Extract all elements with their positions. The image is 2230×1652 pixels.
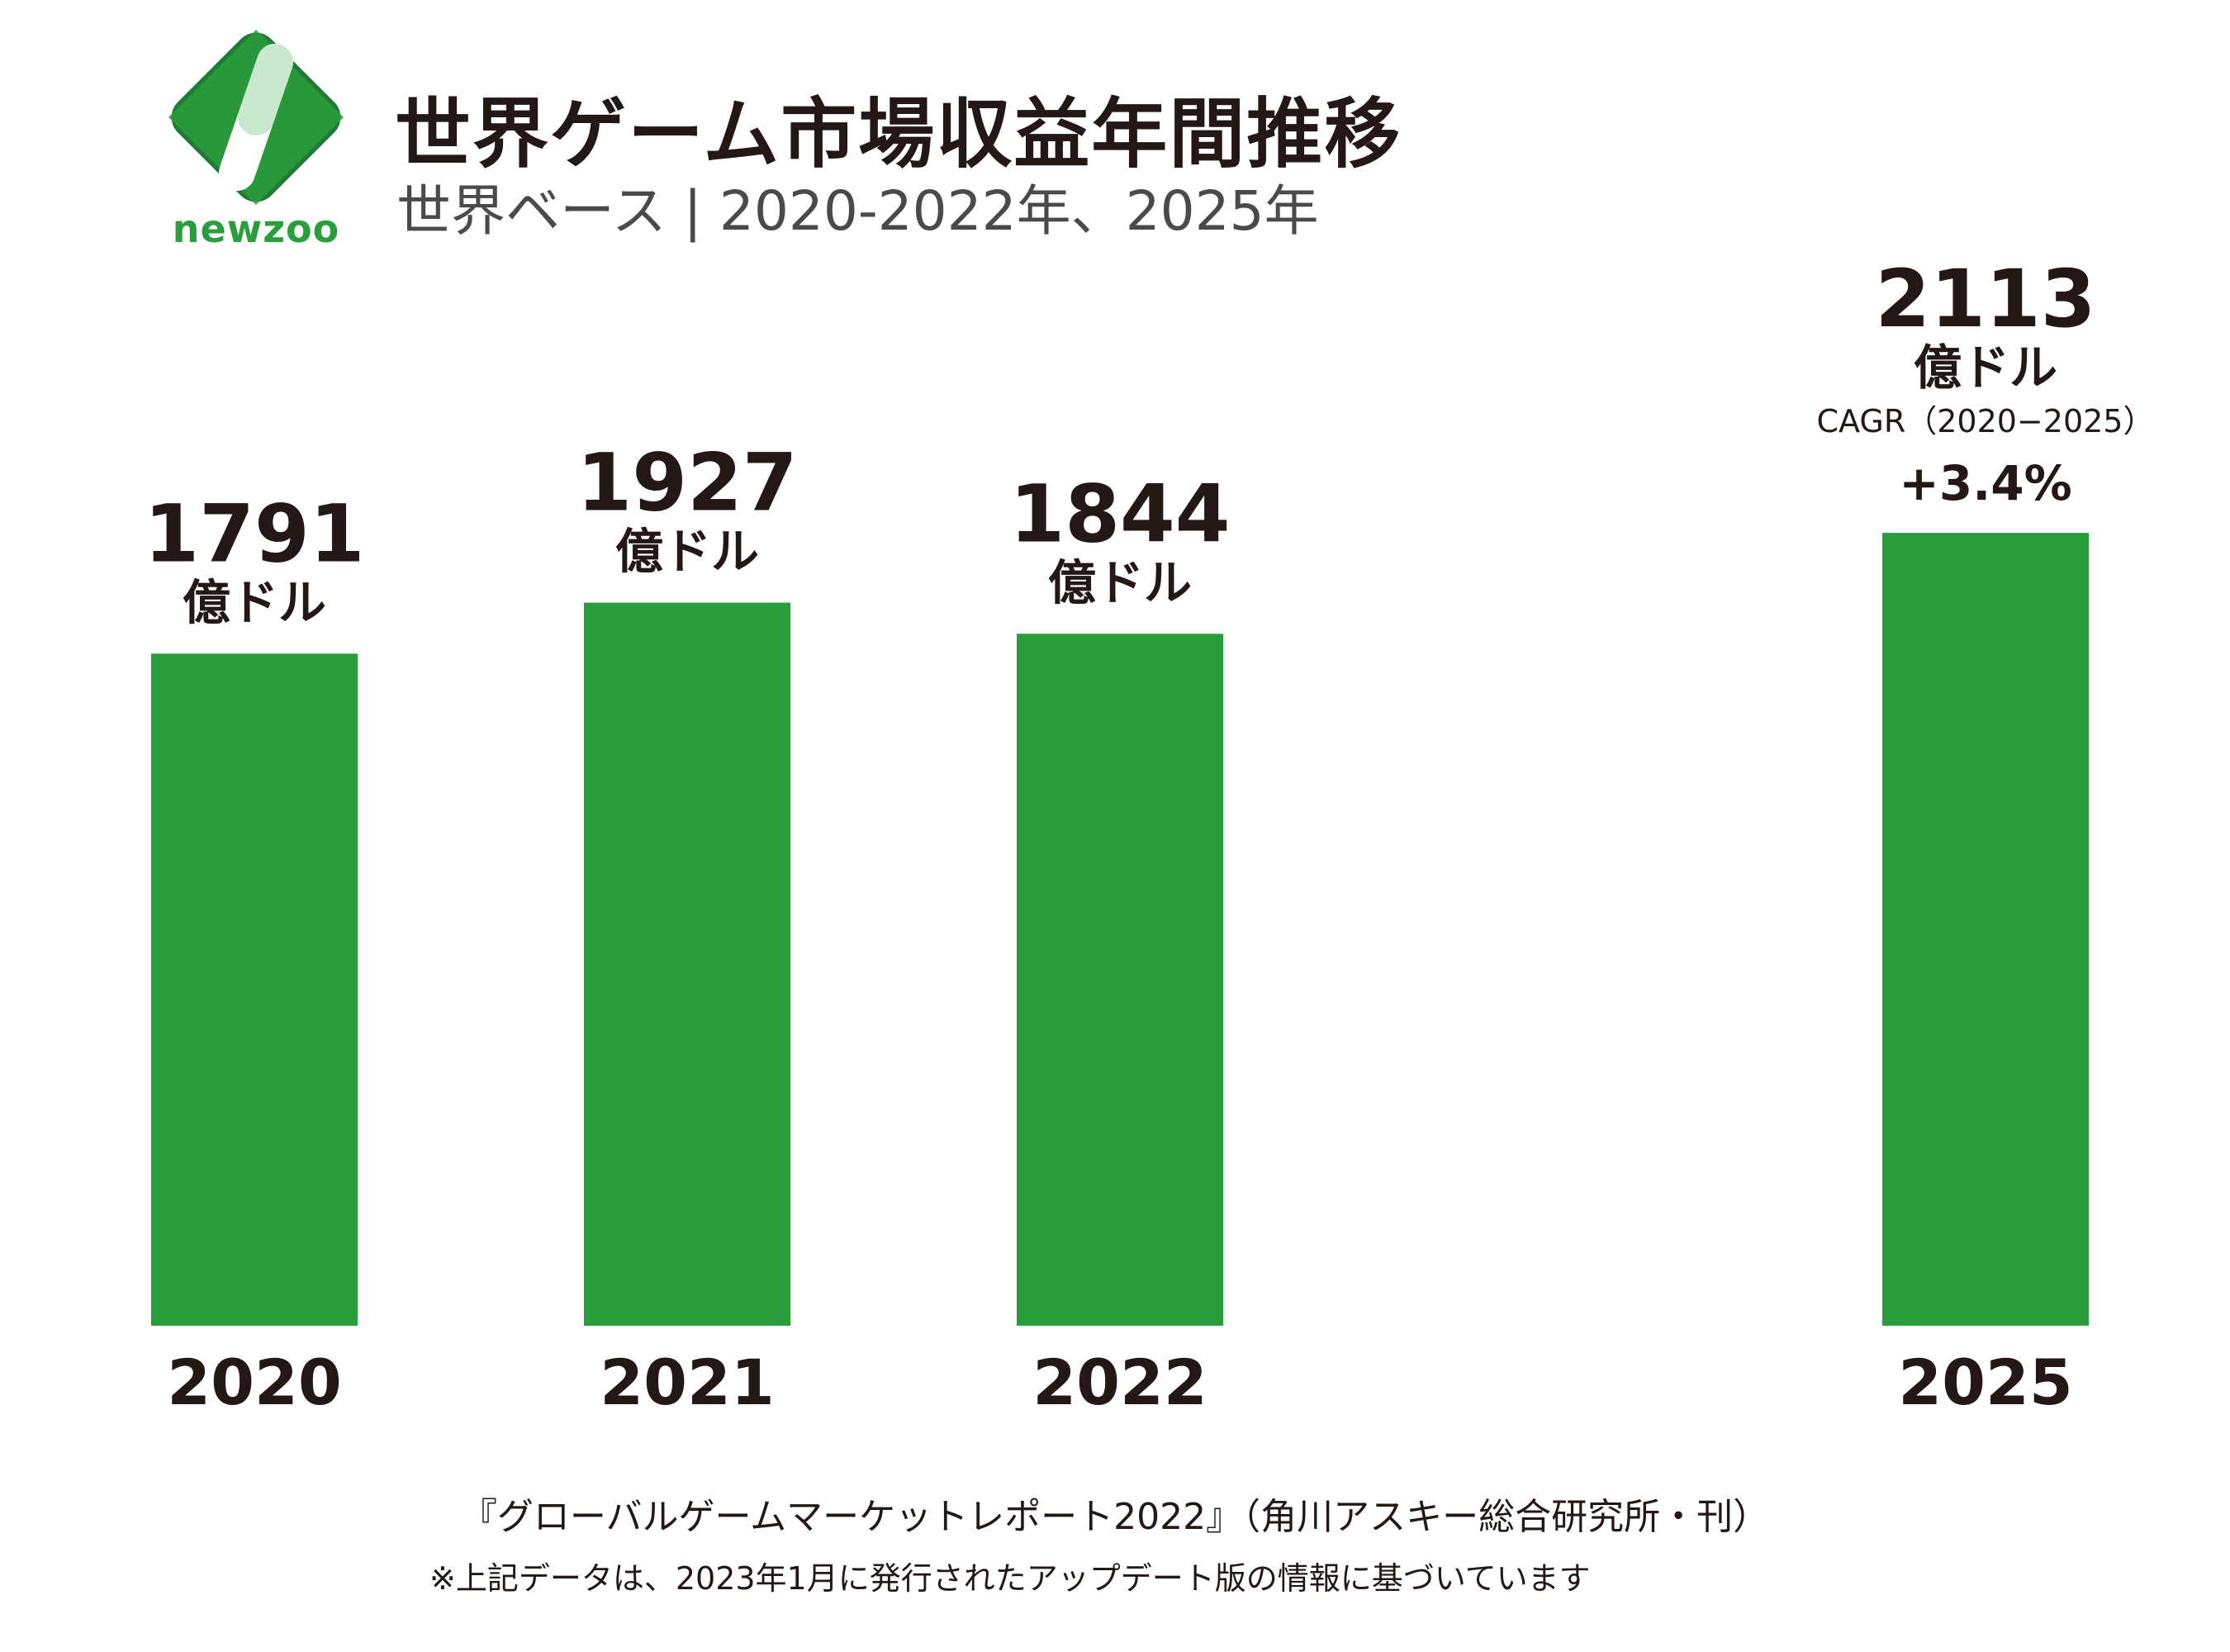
unit-label-2025: 億ドル: [1914, 339, 2057, 396]
brand-name: newzoo: [172, 206, 340, 251]
x-tick-label-2025: 2025: [1898, 1346, 2073, 1419]
cagr-label: CAGR（2020−2025）: [1817, 403, 2155, 439]
footnote: ※上記データは、2023年1月に発行されたアップデート版の情報に基づいています: [429, 1560, 1591, 1597]
bar-2021: [584, 602, 790, 1326]
bar-2025: [1882, 533, 2089, 1326]
bar-2020: [151, 653, 358, 1326]
x-tick-label-2021: 2021: [600, 1346, 775, 1419]
newzoo-logo-icon: [168, 30, 344, 205]
unit-label-2022: 億ドル: [1048, 554, 1192, 610]
chart-title: 世界ゲーム市場収益年間推移: [395, 90, 1402, 178]
bar-2022: [1017, 634, 1223, 1326]
newzoo-logo: newzoo: [157, 25, 355, 264]
x-tick-label-2022: 2022: [1032, 1346, 1208, 1419]
data-label-2020: 1791: [144, 487, 364, 580]
data-label-2021: 1927: [576, 437, 797, 529]
source-citation: 『グローバルゲームマーケットレポート2022』（角川アスキー総合研究所・刊）: [460, 1496, 1770, 1538]
x-tick-label-2020: 2020: [167, 1346, 342, 1419]
chart-subtitle: 世界ベース | 2020-2022年、2025年: [396, 179, 1319, 243]
data-label-2025: 2113: [1875, 253, 2095, 345]
cagr-value: +3.4%: [1899, 455, 2071, 511]
unit-label-2021: 億ドル: [615, 524, 759, 580]
data-label-2022: 1844: [1009, 468, 1230, 560]
unit-label-2020: 億ドル: [183, 574, 326, 630]
